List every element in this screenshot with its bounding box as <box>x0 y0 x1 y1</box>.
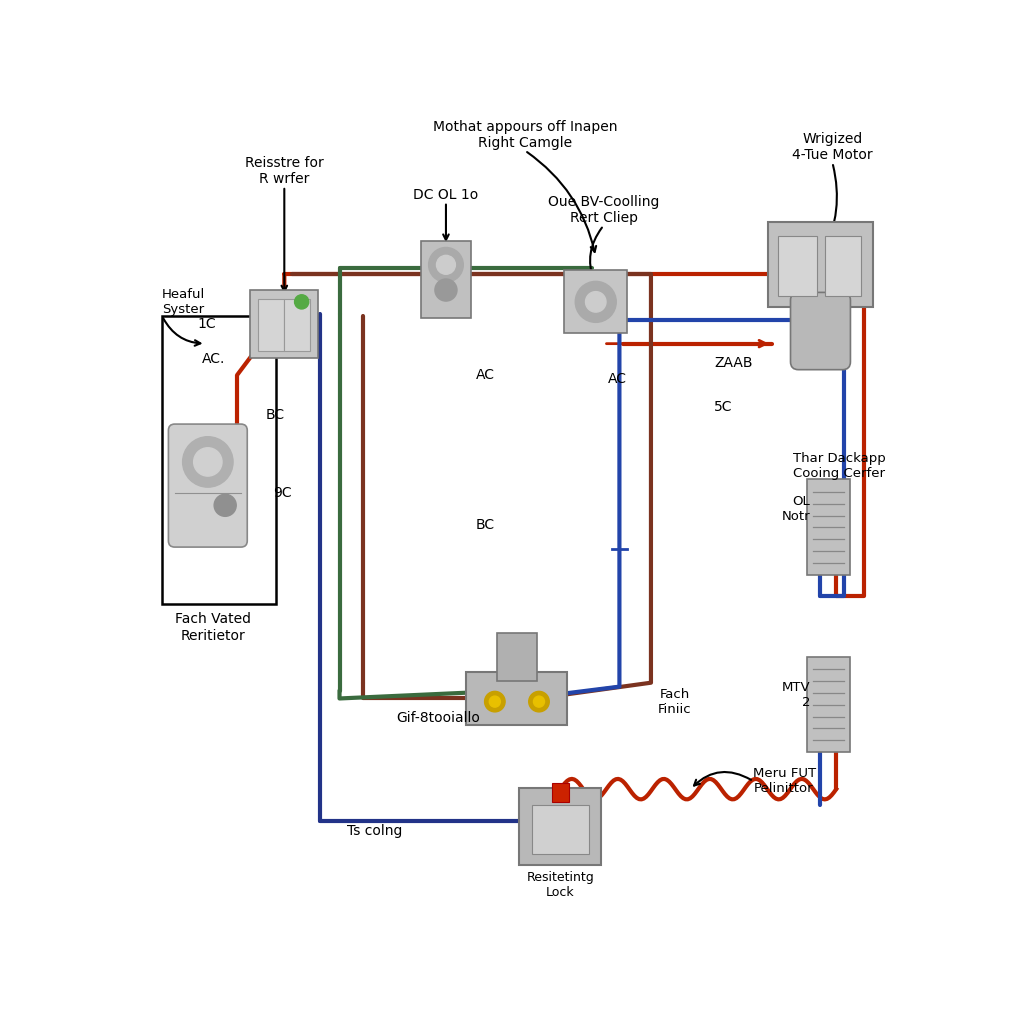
Circle shape <box>214 495 237 516</box>
Circle shape <box>194 447 222 476</box>
Circle shape <box>484 691 505 712</box>
Text: BC: BC <box>265 408 285 422</box>
Text: 9C: 9C <box>273 486 292 501</box>
Circle shape <box>436 255 456 274</box>
FancyBboxPatch shape <box>257 299 285 351</box>
FancyBboxPatch shape <box>768 222 872 307</box>
Text: AC.: AC. <box>202 352 225 367</box>
Text: 5C: 5C <box>714 399 732 414</box>
FancyBboxPatch shape <box>162 316 276 604</box>
Circle shape <box>295 295 309 309</box>
Circle shape <box>489 696 501 708</box>
FancyBboxPatch shape <box>251 290 318 357</box>
FancyBboxPatch shape <box>791 293 851 370</box>
Circle shape <box>435 279 457 301</box>
Text: Thar Dackapp
Cooing Cerfer: Thar Dackapp Cooing Cerfer <box>793 452 886 480</box>
FancyBboxPatch shape <box>498 633 537 681</box>
Text: AC: AC <box>607 372 627 386</box>
FancyBboxPatch shape <box>552 782 569 802</box>
Text: Reisstre for
R wrfer: Reisstre for R wrfer <box>245 156 324 186</box>
Circle shape <box>586 292 606 312</box>
Text: Heaful
Syster: Heaful Syster <box>162 288 206 316</box>
Circle shape <box>182 436 233 487</box>
Text: Meru FUT
Pelinittor: Meru FUT Pelinittor <box>754 767 816 796</box>
Text: Resitetintg
Lock: Resitetintg Lock <box>526 871 594 899</box>
Text: BC: BC <box>476 518 495 532</box>
Circle shape <box>429 248 463 283</box>
Text: AC: AC <box>476 369 495 382</box>
Circle shape <box>534 696 545 708</box>
FancyBboxPatch shape <box>421 242 471 318</box>
Text: Gif-8tooiallo: Gif-8tooiallo <box>396 712 480 725</box>
Text: Fach Vated
Reritietor: Fach Vated Reritietor <box>175 612 251 643</box>
Text: Oue BV-Coolling
Rert Cliep: Oue BV-Coolling Rert Cliep <box>548 196 659 225</box>
Text: 1C: 1C <box>198 317 216 331</box>
FancyBboxPatch shape <box>531 805 589 854</box>
Text: Fach
Finiic: Fach Finiic <box>657 688 691 717</box>
FancyBboxPatch shape <box>825 236 861 296</box>
FancyBboxPatch shape <box>778 236 816 296</box>
FancyBboxPatch shape <box>564 270 628 334</box>
Text: Mothat appours off Inapen
Right Camgle: Mothat appours off Inapen Right Camgle <box>432 120 617 151</box>
Text: Ts colng: Ts colng <box>347 824 402 838</box>
Circle shape <box>575 282 616 323</box>
FancyBboxPatch shape <box>467 672 567 725</box>
FancyBboxPatch shape <box>168 424 247 547</box>
FancyBboxPatch shape <box>807 656 850 752</box>
Circle shape <box>528 691 549 712</box>
Text: DC OL 1o: DC OL 1o <box>414 187 478 202</box>
FancyBboxPatch shape <box>807 479 850 574</box>
Text: ZAAB: ZAAB <box>714 356 753 371</box>
FancyBboxPatch shape <box>519 787 601 865</box>
Text: OL
Notr: OL Notr <box>781 496 810 523</box>
Text: Wrigized
4-Tue Motor: Wrigized 4-Tue Motor <box>792 132 872 163</box>
Text: MTV
2: MTV 2 <box>781 681 810 709</box>
FancyBboxPatch shape <box>285 299 309 351</box>
